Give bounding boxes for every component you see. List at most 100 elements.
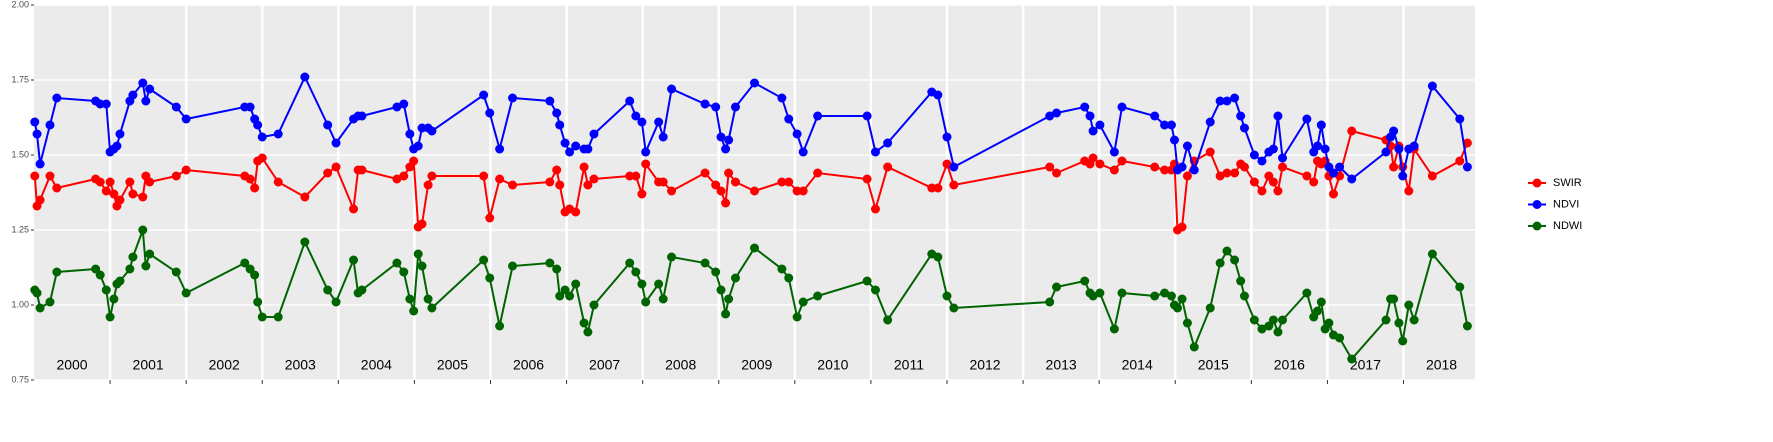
data-point — [138, 192, 148, 202]
data-point — [32, 288, 42, 298]
data-point — [45, 171, 55, 181]
data-point — [565, 147, 575, 157]
data-point — [1257, 186, 1267, 196]
data-point — [181, 288, 191, 298]
data-point — [479, 255, 489, 265]
data-point — [724, 294, 734, 304]
data-point — [427, 126, 437, 136]
data-point — [1150, 111, 1160, 121]
data-point — [1160, 120, 1170, 130]
data-point — [1236, 276, 1246, 286]
legend-label: SWIR — [1553, 177, 1582, 189]
data-point — [1394, 144, 1404, 154]
data-point — [1160, 165, 1170, 175]
data-point — [658, 294, 668, 304]
data-point — [933, 90, 943, 100]
data-point — [105, 177, 115, 187]
data-point — [331, 162, 341, 172]
data-point — [323, 168, 333, 178]
data-point — [245, 174, 255, 184]
data-point — [1109, 324, 1119, 334]
data-point — [273, 312, 283, 322]
data-point — [479, 90, 489, 100]
data-point — [1257, 156, 1267, 166]
legend-label: NDWI — [1553, 220, 1582, 232]
data-point — [323, 120, 333, 130]
data-point — [1166, 120, 1176, 130]
data-point — [145, 84, 155, 94]
data-point — [724, 168, 734, 178]
data-point — [1347, 354, 1357, 364]
y-tick-label: 1.00 — [11, 299, 29, 309]
data-point — [1381, 315, 1391, 325]
data-point — [571, 279, 581, 289]
year-label: 2010 — [817, 357, 848, 373]
data-point — [1278, 315, 1288, 325]
data-point — [417, 219, 427, 229]
data-point — [667, 84, 677, 94]
data-point — [641, 147, 651, 157]
data-point — [658, 132, 668, 142]
y-tick-label: 0.75 — [11, 374, 29, 384]
data-point — [128, 189, 138, 199]
data-point — [1182, 171, 1192, 181]
data-point — [862, 111, 872, 121]
data-point — [1409, 315, 1419, 325]
data-point — [1249, 150, 1259, 160]
data-point — [667, 252, 677, 262]
data-point — [1273, 186, 1283, 196]
year-label: 2003 — [285, 357, 316, 373]
data-point — [413, 249, 423, 259]
data-point — [700, 99, 710, 109]
data-point — [1389, 126, 1399, 136]
data-point — [1398, 336, 1408, 346]
data-point — [1169, 135, 1179, 145]
data-point — [171, 102, 181, 112]
data-point — [349, 255, 359, 265]
data-point — [1205, 117, 1215, 127]
year-label: 2000 — [56, 357, 87, 373]
data-point — [1309, 177, 1319, 187]
data-point — [667, 186, 677, 196]
data-point — [862, 276, 872, 286]
data-point — [1117, 288, 1127, 298]
data-point — [1389, 294, 1399, 304]
data-point — [1230, 168, 1240, 178]
data-point — [1313, 141, 1323, 151]
data-point — [125, 264, 135, 274]
data-point — [1462, 321, 1472, 331]
data-point — [1182, 318, 1192, 328]
year-label: 2005 — [437, 357, 468, 373]
data-point — [1177, 162, 1187, 172]
data-point — [716, 186, 726, 196]
data-point — [1045, 111, 1055, 121]
data-point — [1150, 162, 1160, 172]
data-point — [724, 135, 734, 145]
data-point — [933, 252, 943, 262]
data-point — [1160, 288, 1170, 298]
data-point — [1455, 282, 1465, 292]
data-point — [625, 258, 635, 268]
data-point — [392, 174, 402, 184]
data-point — [730, 102, 740, 112]
data-point — [1088, 126, 1098, 136]
data-point — [405, 294, 415, 304]
data-point — [1278, 162, 1288, 172]
data-point — [784, 114, 794, 124]
data-point — [508, 180, 518, 190]
data-point — [399, 267, 409, 277]
y-tick-label: 1.25 — [11, 224, 29, 234]
data-point — [949, 303, 959, 313]
data-point — [112, 141, 122, 151]
data-point — [1239, 291, 1249, 301]
data-point — [711, 267, 721, 277]
data-point — [423, 294, 433, 304]
data-point — [35, 195, 45, 205]
data-point — [300, 72, 310, 82]
data-point — [1268, 177, 1278, 187]
data-point — [300, 237, 310, 247]
data-point — [1109, 165, 1119, 175]
data-point — [495, 321, 505, 331]
data-point — [30, 171, 40, 181]
data-point — [1389, 162, 1399, 172]
